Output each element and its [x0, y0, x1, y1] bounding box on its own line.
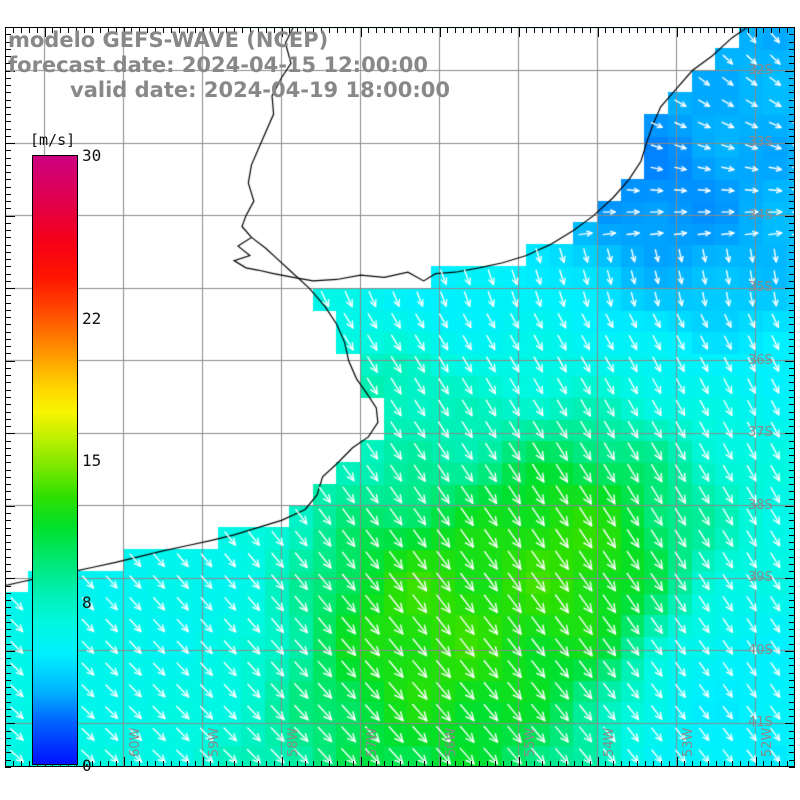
latitude-label: 37S [748, 425, 773, 441]
longitude-label: 59W [206, 727, 222, 757]
axis-ticks-bottom [5, 757, 795, 767]
colorbar-tick-label: 22 [82, 308, 102, 328]
latitude-label: 34S [748, 207, 773, 223]
colorbar-tick-label: 0 [82, 756, 92, 775]
latitude-label: 39S [748, 570, 773, 586]
longitude-label: 57W [364, 727, 380, 757]
colorbar-gradient [32, 155, 78, 765]
latitude-label: 32S [748, 62, 773, 78]
longitude-label: 56W [443, 727, 459, 757]
longitude-label: 58W [285, 727, 301, 757]
latitude-label: 36S [748, 352, 773, 368]
colorbar-tick-label: 15 [82, 451, 102, 470]
longitude-label: 53W [680, 727, 696, 757]
axis-ticks-top [5, 27, 795, 37]
latitude-label: 38S [748, 497, 773, 513]
latitude-label: 33S [748, 135, 773, 151]
map-panel[interactable] [5, 27, 795, 767]
longitude-label: 55W [522, 727, 538, 757]
latitude-label: 40S [748, 642, 773, 658]
axis-ticks-left [5, 27, 15, 768]
latitude-label: 41S [748, 715, 773, 731]
wind-speed-raster [5, 27, 795, 767]
latitude-label: 35S [748, 280, 773, 296]
longitude-label: 52W [759, 727, 775, 757]
axis-ticks-right [785, 27, 795, 768]
longitude-label: 54W [601, 727, 617, 757]
colorbar-tick-label: 30 [82, 146, 102, 165]
longitude-label: 60W [127, 727, 143, 757]
colorbar-tick-label: 8 [82, 593, 92, 613]
colorbar-unit-label: [m/s] [30, 131, 76, 149]
colorbar[interactable] [32, 155, 78, 765]
